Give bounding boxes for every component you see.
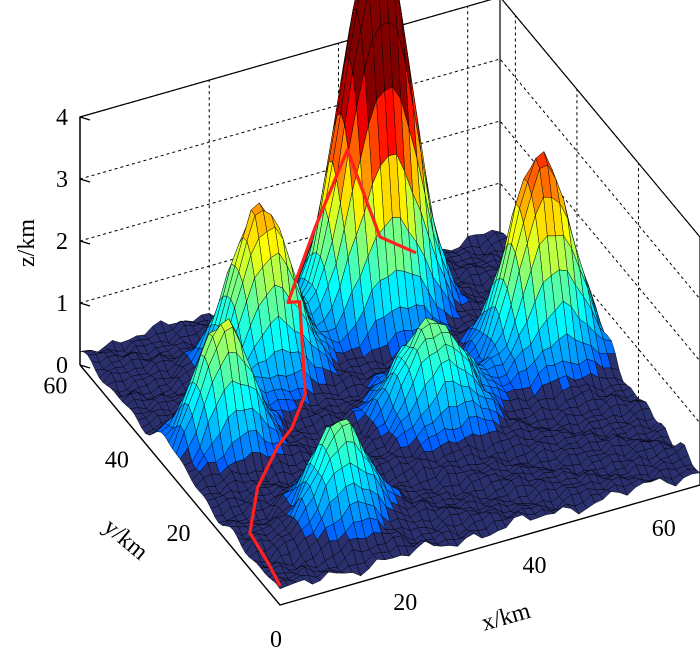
surface-cell [275, 579, 289, 590]
x-tick-label: 0 [270, 627, 282, 653]
y-axis-label: y/km [98, 514, 153, 566]
x-axis-label: x/km [479, 598, 534, 637]
z-tick-mark [79, 364, 91, 369]
y-tick-label: 60 [43, 373, 67, 399]
z-gridline [79, 0, 700, 238]
z-tick-label: 1 [56, 291, 68, 317]
z-tick-label: 0 [56, 353, 68, 379]
surface-layer [79, 0, 700, 590]
z-gridline [79, 120, 700, 362]
z-gridline [79, 58, 700, 300]
y-tick-label: 40 [105, 447, 129, 473]
z-tick-mark [79, 178, 91, 183]
z-tick-label: 2 [56, 229, 68, 255]
z-axis-label: z/km [14, 219, 40, 267]
x-tick-label: 40 [522, 553, 546, 579]
z-tick-label: 4 [56, 105, 68, 131]
z-tick-mark [79, 240, 91, 245]
z-gridline [79, 182, 700, 424]
z-tick-mark [79, 116, 91, 121]
x-tick-label: 20 [393, 590, 417, 616]
path-layer [248, 148, 417, 587]
z-tick-label: 3 [56, 167, 68, 193]
x-tick-label: 60 [652, 516, 676, 542]
z-tick-mark [79, 302, 91, 307]
route-path [248, 148, 417, 587]
y-tick-label: 20 [166, 521, 190, 547]
floor-edges [79, 364, 700, 606]
